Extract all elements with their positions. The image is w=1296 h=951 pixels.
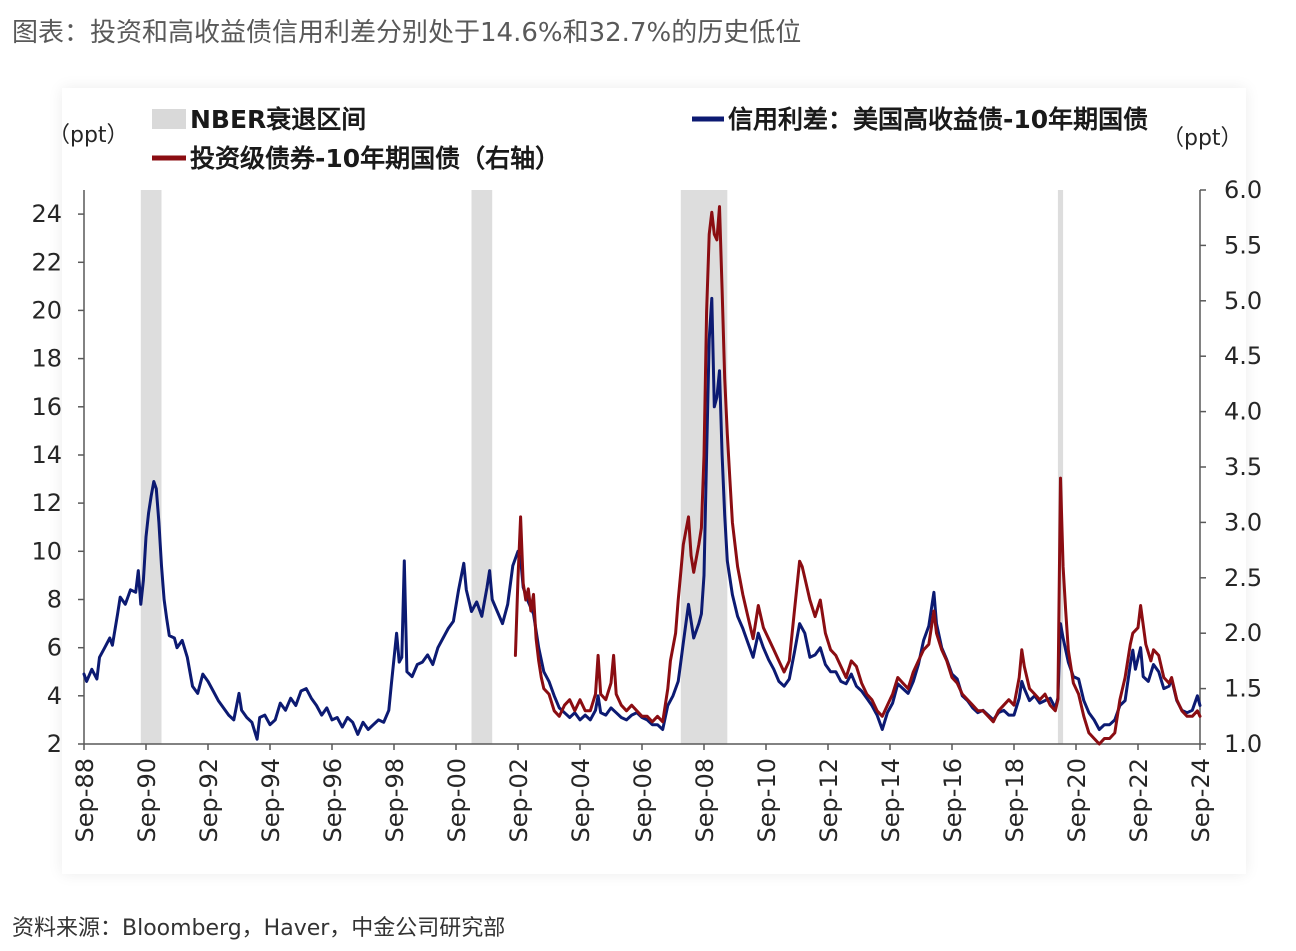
legend-label-investment-grade: 投资级债券-10年期国债（右轴） [190, 144, 560, 173]
x-tick-label: Sep-90 [133, 758, 161, 842]
y-left-tick-label: 6 [47, 634, 62, 662]
x-tick-label: Sep-18 [1001, 758, 1029, 842]
series-line-investment-grade [513, 205, 1202, 746]
chart-card [62, 88, 1246, 874]
y-right-tick-label: 1.5 [1224, 675, 1262, 703]
y-left-tick-label: 4 [47, 682, 62, 710]
legend: NBER衰退区间 投资级债券-10年期国债（右轴） 信用利差：美国高收益债-10… [152, 105, 1148, 173]
x-tick-label: Sep-00 [443, 758, 471, 842]
y-right-tick-label: 6.0 [1224, 176, 1262, 204]
x-tick-label: Sep-10 [753, 758, 781, 842]
y-left-tick-label: 16 [31, 393, 62, 421]
legend-label-high-yield: 信用利差：美国高收益债-10年期国债 [728, 105, 1148, 134]
x-tick-label: Sep-04 [567, 758, 595, 842]
y-right-tick-label: 2.0 [1224, 619, 1262, 647]
x-tick-label: Sep-24 [1187, 758, 1215, 842]
y-right-tick-label: 5.0 [1224, 287, 1262, 315]
source-note: 资料来源：Bloomberg，Haver，中金公司研究部 [12, 916, 506, 941]
y-left-tick-label: 18 [31, 345, 62, 373]
y-left-tick-label: 10 [31, 537, 62, 565]
y-left-tick-label: 14 [31, 441, 62, 469]
y-left-tick-label: 12 [31, 489, 62, 517]
axes [83, 190, 1201, 745]
y-left-tick-label: 2 [47, 730, 62, 758]
y-right-tick-label: 4.5 [1224, 342, 1262, 370]
legend-swatch-recession [152, 109, 186, 129]
x-tick-label: Sep-06 [629, 758, 657, 842]
recession-bands [140, 190, 1064, 744]
y-right-tick-label: 1.0 [1224, 730, 1262, 758]
recession-band [140, 190, 162, 744]
series-lines [82, 205, 1202, 746]
x-tick-label: Sep-96 [319, 758, 347, 842]
y-left-tick-label: 24 [31, 200, 62, 228]
legend-label-recession: NBER衰退区间 [190, 105, 366, 134]
y-left-axis-unit: （ppt） [48, 123, 129, 148]
y-right-tick-label: 4.0 [1224, 398, 1262, 426]
x-tick-label: Sep-08 [691, 758, 719, 842]
page-title: 图表：投资和高收益债信用利差分别处于14.6%和32.7%的历史低位 [12, 18, 802, 48]
series-line-high-yield [82, 296, 1202, 741]
x-tick-label: Sep-20 [1063, 758, 1091, 842]
y-right-tick-label: 2.5 [1224, 564, 1262, 592]
y-left-tick-label: 20 [31, 296, 62, 324]
y-right-tick-label: 5.5 [1224, 231, 1262, 259]
y-left-tick-label: 8 [47, 586, 62, 614]
recession-band [471, 190, 493, 744]
y-left-tick-label: 22 [31, 248, 62, 276]
y-right-tick-label: 3.5 [1224, 453, 1262, 481]
x-tick-label: Sep-98 [381, 758, 409, 842]
y-right-axis-unit: （ppt） [1162, 126, 1243, 151]
x-tick-label: Sep-16 [939, 758, 967, 842]
x-tick-label: Sep-94 [257, 758, 285, 842]
x-tick-label: Sep-22 [1125, 758, 1153, 842]
tick-marks-and-labels: 246810121416182022241.01.52.02.53.03.54.… [31, 176, 1262, 842]
x-tick-label: Sep-12 [815, 758, 843, 842]
y-right-tick-label: 3.0 [1224, 508, 1262, 536]
x-tick-label: Sep-92 [195, 758, 223, 842]
x-tick-label: Sep-88 [71, 758, 99, 842]
recession-band [1057, 190, 1064, 744]
x-tick-label: Sep-02 [505, 758, 533, 842]
x-tick-label: Sep-14 [877, 758, 905, 842]
